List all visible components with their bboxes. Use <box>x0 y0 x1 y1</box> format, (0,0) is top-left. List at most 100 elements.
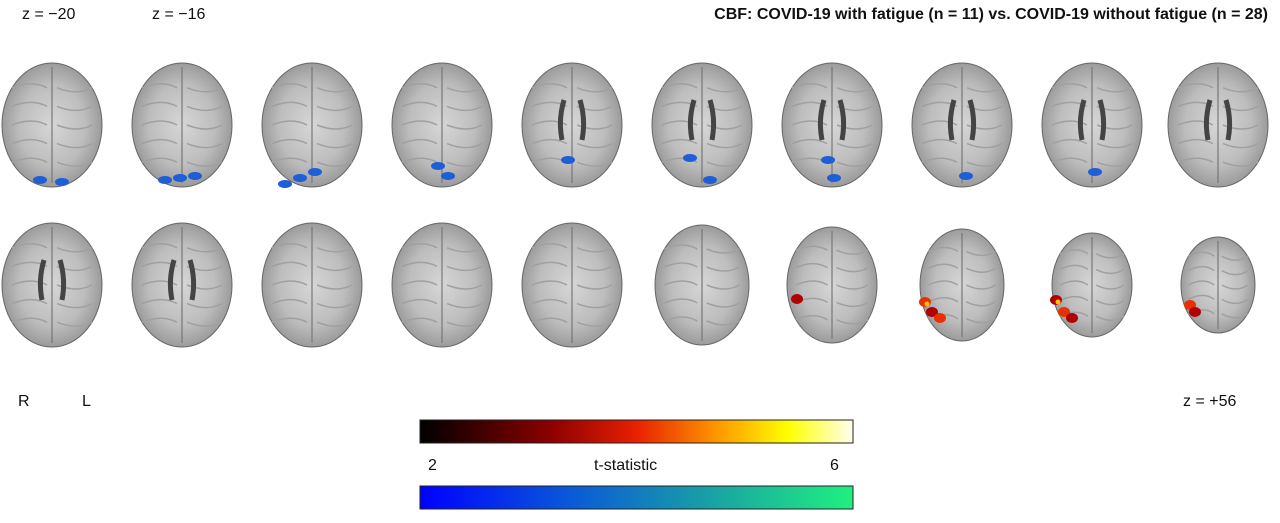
cluster-negative <box>278 180 292 188</box>
cluster-negative <box>827 174 841 182</box>
ventricle <box>37 259 67 301</box>
gyrus <box>1188 280 1249 290</box>
cluster-negative <box>293 174 307 182</box>
orientation-right: R <box>18 393 30 410</box>
gyrus <box>141 280 223 290</box>
gyrus <box>661 120 743 130</box>
gyrus <box>271 138 353 149</box>
colorbar-negative <box>419 485 854 510</box>
gyrus <box>401 317 483 327</box>
gyrus <box>271 101 353 112</box>
gyrus <box>1059 249 1125 259</box>
gyrus <box>531 83 613 93</box>
gyrus <box>791 138 873 149</box>
gyrus <box>401 261 483 272</box>
gyrus <box>141 317 223 327</box>
gyrus <box>791 83 873 93</box>
cluster-negative <box>821 156 835 164</box>
figure-title: CBF: COVID-19 with fatigue (n = 11) vs. … <box>714 6 1268 23</box>
cluster-negative <box>441 172 455 180</box>
gyrus <box>531 138 613 149</box>
cluster-negative <box>703 176 717 184</box>
gyrus <box>1051 120 1133 130</box>
cluster-positive <box>1058 307 1070 317</box>
colorbar-positive <box>419 419 854 444</box>
gyrus <box>664 298 740 308</box>
gyrus <box>141 138 223 149</box>
gyrus <box>928 280 997 290</box>
orientation-left: L <box>82 393 91 410</box>
gyrus <box>401 157 483 167</box>
gyrus <box>1177 120 1259 130</box>
gyrus <box>531 120 613 130</box>
gyrus <box>1051 83 1133 93</box>
ventricle <box>557 99 587 141</box>
gyrus <box>401 243 483 253</box>
cluster-peak <box>1055 299 1061 305</box>
cluster-negative <box>308 168 322 176</box>
gyrus <box>928 246 997 257</box>
gyrus <box>531 298 613 309</box>
gyrus <box>11 83 93 93</box>
cluster-negative <box>158 176 172 184</box>
gyrus <box>401 298 483 309</box>
gyrus <box>1059 280 1125 290</box>
gyrus <box>11 138 93 149</box>
gyrus <box>271 243 353 253</box>
gyrus <box>791 120 873 130</box>
colorbar-max: 6 <box>830 457 839 474</box>
slice-label: z = +56 <box>1183 393 1237 410</box>
gyrus <box>141 83 223 93</box>
cluster-negative <box>55 178 69 186</box>
gyrus <box>1051 138 1133 149</box>
gyrus <box>531 243 613 253</box>
gyrus <box>271 280 353 290</box>
gyrus <box>795 245 869 255</box>
gyrus <box>928 263 997 273</box>
gyrus <box>141 243 223 253</box>
gyrus <box>271 261 353 272</box>
gyrus <box>141 120 223 130</box>
gyrus <box>921 120 1003 130</box>
gyrus <box>11 317 93 327</box>
gyrus <box>531 261 613 272</box>
gyrus <box>401 138 483 149</box>
cluster-negative <box>431 162 445 170</box>
ventricle <box>817 99 847 141</box>
cluster-negative <box>1088 168 1102 176</box>
gyrus <box>1059 264 1125 275</box>
ventricle <box>167 259 197 301</box>
cluster-negative <box>959 172 973 180</box>
ventricle <box>1077 99 1107 141</box>
gyrus <box>141 101 223 112</box>
cluster-positive <box>1189 307 1201 317</box>
gyrus <box>401 101 483 112</box>
gyrus <box>11 120 93 130</box>
colorbar-min: 2 <box>428 457 437 474</box>
gyrus <box>271 83 353 93</box>
gyrus <box>401 83 483 93</box>
gyrus <box>664 262 740 272</box>
gyrus <box>11 101 93 112</box>
gyrus <box>11 280 93 290</box>
cluster-negative <box>683 154 697 162</box>
cluster-positive <box>934 313 946 323</box>
gyrus <box>661 138 743 149</box>
gyrus <box>531 317 613 327</box>
gyrus <box>1177 83 1259 93</box>
gyrus <box>141 157 223 167</box>
cluster-peak <box>924 301 930 307</box>
slice-label: z = −16 <box>152 6 206 23</box>
gyrus <box>795 280 869 290</box>
gyrus <box>271 157 353 167</box>
gyrus <box>795 315 869 325</box>
gyrus <box>271 317 353 327</box>
gyrus <box>921 138 1003 149</box>
cluster-negative <box>561 156 575 164</box>
cluster-negative <box>173 174 187 182</box>
gyrus <box>1177 138 1259 149</box>
gyrus <box>664 316 740 326</box>
slice-label: z = −20 <box>22 6 76 23</box>
gyrus <box>664 280 740 290</box>
